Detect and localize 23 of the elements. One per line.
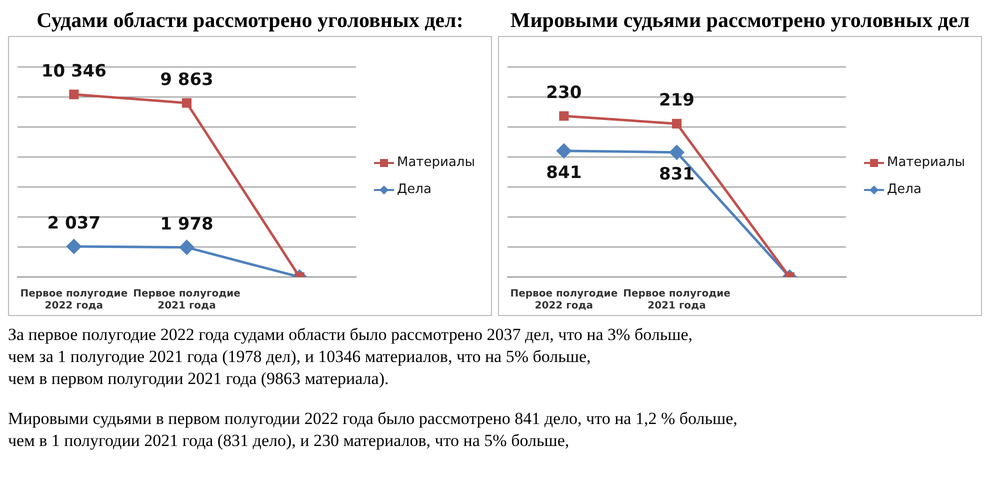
chart-title: Судами области рассмотрено уголовных дел:: [36, 8, 464, 34]
data-label: 831: [659, 164, 694, 184]
text: чем в 1 полугодии 2021 года (831 дело), и 230 материалов, что на 5% больше,: [8, 430, 570, 452]
text: чем за 1 полугодие 2021 года (1978 дел), и 10346 материалов, что на 5% больше,: [8, 346, 592, 368]
data-label: 10 346: [41, 61, 106, 82]
x-tick-label: Первое полугодие 2022 года: [510, 288, 618, 312]
data-label: 219: [659, 90, 694, 111]
data-label: 2 037: [47, 213, 101, 234]
data-label: 841: [546, 162, 582, 183]
text: Мировыми судьями в первом полугодии 2022 года было рассмотрено 841 дело, что на 1,2 % больше,: [8, 408, 738, 430]
text: За первое полугодие 2022 года судами области было рассмотрено 2037 дел, что на 3% больше,: [8, 324, 694, 346]
data-label: 9 863: [160, 70, 214, 90]
legend-label: Дела: [887, 182, 922, 197]
legend-label: Дела: [397, 182, 432, 197]
x-tick-label: Первое полугодие 2022 года: [20, 288, 128, 312]
legend-label: Материалы: [397, 155, 475, 170]
data-label: 1 978: [160, 214, 214, 234]
data-label: 230: [546, 82, 582, 103]
x-tick-label: Первое полугодие 2021 года: [623, 288, 731, 312]
chart-title: Мировыми судьями рассмотрено уголовных дел: [509, 8, 971, 34]
x-tick-label: Первое полугодие 2021 года: [133, 288, 241, 312]
legend-label: Материалы: [887, 155, 965, 170]
text: чем в первом полугодии 2021 года (9863 материала).: [8, 368, 390, 390]
